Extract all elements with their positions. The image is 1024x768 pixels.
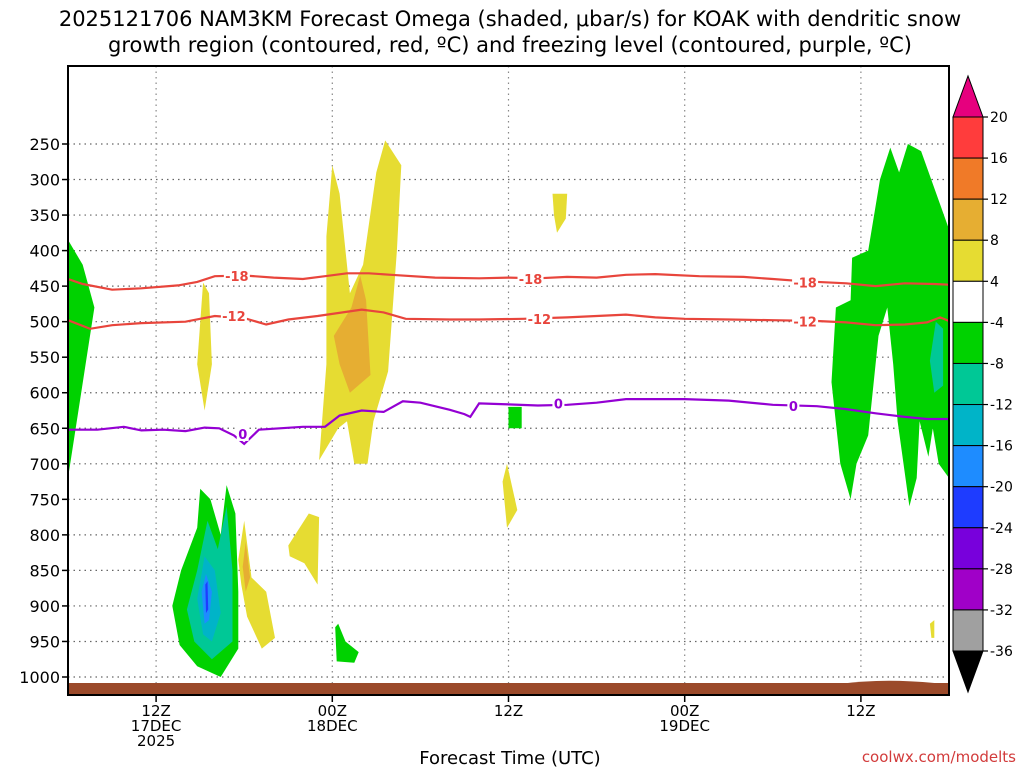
colorbar-bin-4-to-8	[952, 239, 984, 282]
y-tick-label-800: 800	[29, 526, 60, 545]
contour-line--12	[68, 308, 949, 330]
x-tick-label-1-0: 00Z	[318, 702, 347, 720]
y-tick-label-950: 950	[29, 632, 60, 651]
contour-label--18: -18	[793, 277, 817, 292]
colorbar-label--4: -4	[990, 315, 1004, 331]
y-tick-label-600: 600	[29, 384, 60, 403]
colorbar-label-4: 4	[990, 274, 999, 290]
omega-region-yellow-right-tiny	[929, 620, 935, 638]
y-tick-label-850: 850	[29, 561, 60, 580]
contour-label-0: 0	[238, 428, 247, 443]
colorbar-label--28: -28	[990, 562, 1013, 578]
colorbar-label--32: -32	[990, 603, 1013, 619]
x-tick-label-1-1: 18DEC	[307, 717, 358, 735]
omega-region-dark-blue-low-core	[205, 581, 209, 613]
x-tick-label-3-1: 19DEC	[659, 717, 710, 735]
colorbar-bin-8-to-12	[952, 198, 984, 241]
y-tick-label-700: 700	[29, 455, 60, 474]
colorbar-label--20: -20	[990, 480, 1013, 496]
contour-label-bg	[552, 395, 565, 411]
y-axis-ticks: 250 300 350 400 450 500 550 600 650 700 750 800 850 9…	[19, 135, 68, 687]
x-tick-label-0-0: 12Z	[141, 702, 170, 720]
colorbar-label--8: -8	[990, 356, 1004, 372]
chart-title-line-2: growth region (contoured, red, ºC) and f…	[108, 33, 912, 57]
colorbar-top-triangle	[952, 74, 984, 118]
colorbar-bin--32-to--28	[952, 568, 984, 611]
colorbar-bin--4-to-4	[952, 280, 984, 323]
omega-region-orange-low-small	[242, 542, 251, 592]
contour-label-0: 0	[789, 400, 798, 415]
omega-region-yellow-low-small	[238, 520, 275, 649]
contour-label-bg	[787, 398, 800, 414]
colorbar-bin--36-to--32	[952, 609, 984, 652]
contour-label--12: -12	[793, 316, 817, 331]
colorbar-label--24: -24	[990, 521, 1013, 537]
y-tick-label-450: 450	[29, 277, 60, 296]
x-tick-label-0-1: 17DEC	[131, 717, 182, 735]
omega-region-green-tiny-mid	[508, 406, 522, 429]
colorbar-bin-16-to-20	[952, 116, 984, 159]
contour-label-bg	[223, 268, 250, 284]
x-axis-label: Forecast Time (UTC)	[419, 748, 600, 768]
omega-region-orange-tall-column	[333, 275, 371, 393]
colorbar-label-8: 8	[990, 233, 999, 249]
omega-region-green-blob-low	[335, 623, 359, 663]
y-tick-label-350: 350	[29, 206, 60, 225]
colorbar: 20 16 12 8 4 -4 -8 -12 -16 -20 -24 -28 -32 -36	[952, 74, 1013, 694]
colorbar-bin--24-to--20	[952, 486, 984, 529]
colorbar-bin-12-to-16	[952, 157, 984, 200]
omega-region-yellow-thin-column	[197, 282, 212, 411]
x-tick-label-4-0: 12Z	[846, 702, 875, 720]
y-tick-label-500: 500	[29, 313, 60, 332]
y-tick-label-750: 750	[29, 490, 60, 509]
chart-title-line-1: 2025121706 NAM3KM Forecast Omega (shaded…	[59, 7, 961, 31]
colorbar-bottom-triangle	[952, 650, 984, 694]
contour-label--18: -18	[519, 273, 543, 288]
y-tick-label-900: 900	[29, 597, 60, 616]
y-tick-label-1000: 1000	[19, 668, 60, 687]
colorbar-label-12: 12	[990, 192, 1008, 208]
surface-ground-strip	[68, 683, 949, 695]
y-tick-label-400: 400	[29, 242, 60, 261]
contour-label-bg	[220, 307, 247, 323]
colorbar-label-20: 20	[990, 110, 1008, 126]
colorbar-bin--12-to--8	[952, 362, 984, 406]
credit-text: coolwx.com/modelts	[862, 748, 1016, 766]
x-tick-label-0-2: 2025	[137, 732, 175, 750]
omega-region-green-left-edge	[68, 239, 95, 478]
contour-label--12: -12	[222, 310, 246, 325]
colorbar-bin--20-to--16	[952, 445, 984, 488]
contour-label-bg	[792, 274, 819, 290]
contour-line-0	[68, 398, 949, 446]
contour-label--18: -18	[225, 270, 249, 285]
colorbar-label--36: -36	[990, 644, 1013, 660]
temperature-contours: -18 -18 -18 -12 -12 -12 0 0 0	[68, 268, 949, 446]
contour-label-bg	[236, 425, 249, 441]
contour-label-bg	[517, 271, 544, 287]
colorbar-bin--28-to--24	[952, 527, 984, 570]
colorbar-bin--16-to--12	[952, 404, 984, 447]
omega-region-teal-right-column	[929, 321, 944, 393]
surface-strip	[68, 680, 949, 695]
omega-region-yellow-small-mid	[502, 463, 518, 528]
y-tick-label-300: 300	[29, 171, 60, 190]
omega-region-yellow-upper-small	[552, 193, 568, 233]
omega-region-yellow-blob-low-mid	[288, 513, 320, 585]
contour-label-0: 0	[554, 397, 563, 412]
y-tick-label-250: 250	[29, 135, 60, 154]
contour-label--12: -12	[528, 313, 552, 328]
colorbar-label-16: 16	[990, 151, 1008, 167]
y-tick-label-650: 650	[29, 419, 60, 438]
x-tick-label-2-0: 12Z	[494, 702, 523, 720]
surface-ground-bump	[838, 680, 935, 684]
colorbar-label--16: -16	[990, 439, 1013, 455]
colorbar-bin--8-to--4	[952, 321, 984, 364]
x-tick-label-3-0: 00Z	[670, 702, 699, 720]
y-tick-label-550: 550	[29, 348, 60, 367]
contour-label-bg	[792, 313, 819, 329]
colorbar-label--12: -12	[990, 398, 1013, 414]
contour-label-bg	[526, 310, 553, 326]
